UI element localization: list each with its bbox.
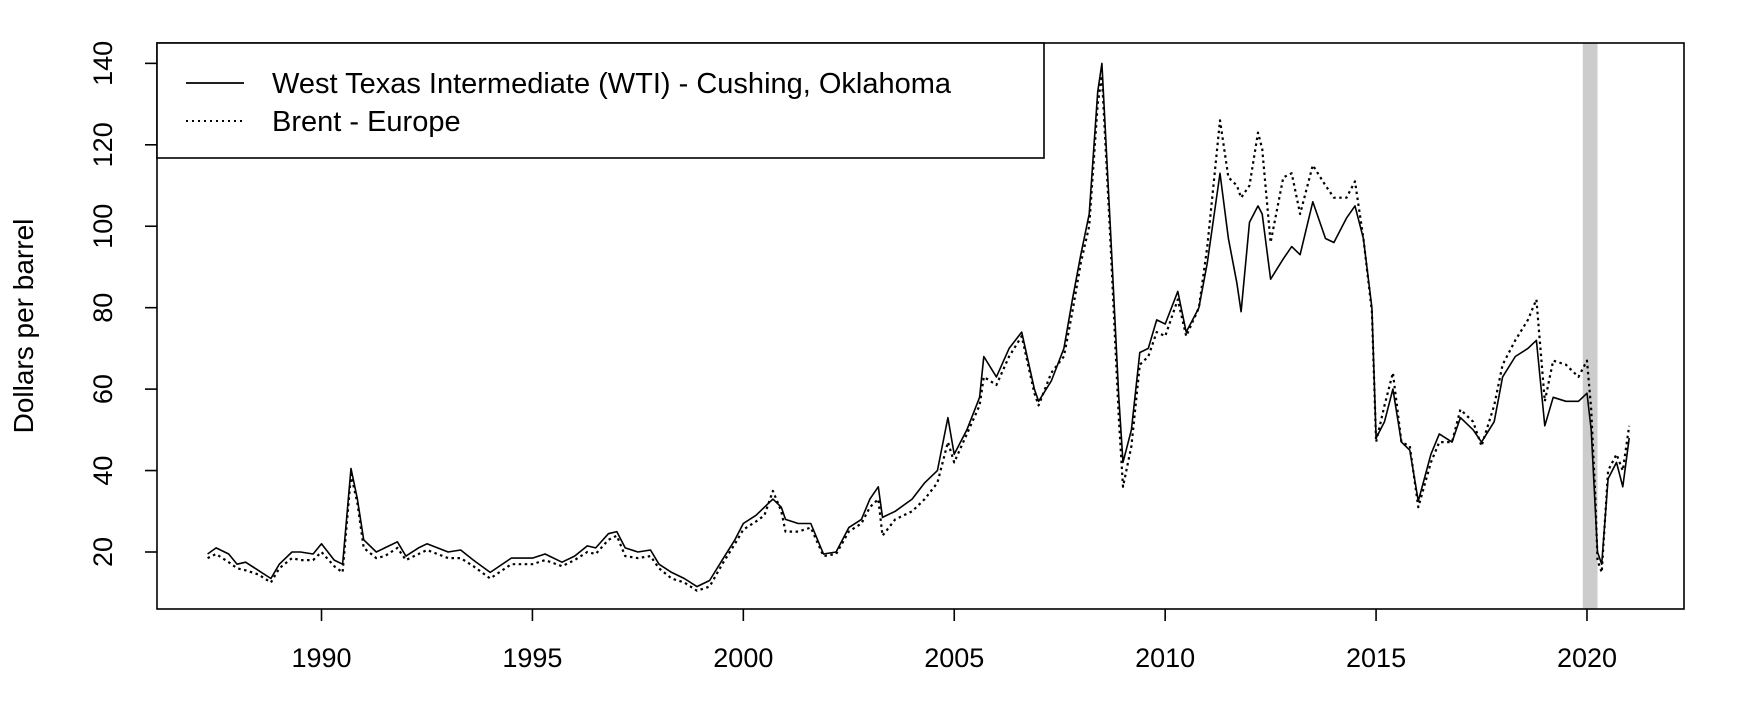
x-tick-label: 1990 [291,643,351,673]
y-tick-label: 120 [88,122,118,167]
y-tick-label: 80 [88,293,118,323]
y-tick-label: 140 [88,41,118,86]
legend-label-wti: West Texas Intermediate (WTI) - Cushing,… [272,68,952,100]
x-tick-label: 2015 [1346,643,1406,673]
y-tick-label: 100 [88,204,118,249]
y-axis-title: Dollars per barrel [8,219,39,434]
legend-label-brent: Brent - Europe [272,106,461,138]
x-tick-label: 2010 [1135,643,1195,673]
x-axis: 1990 1995 2000 2005 2010 2015 2020 [291,609,1617,673]
x-tick-label: 2000 [713,643,773,673]
x-tick-label: 2020 [1557,643,1617,673]
legend: West Texas Intermediate (WTI) - Cushing,… [156,42,1045,159]
x-tick-label: 1995 [502,643,562,673]
x-tick-label: 2005 [924,643,984,673]
y-tick-label: 40 [88,456,118,486]
legend-box [156,42,1045,159]
y-tick-label: 20 [88,537,118,567]
series-layer [207,62,1631,592]
y-tick-label: 60 [88,374,118,404]
series-line-brent [207,74,1631,592]
y-axis: 20 40 60 80 100 120 140 [88,41,157,567]
series-line-wti [207,62,1630,588]
